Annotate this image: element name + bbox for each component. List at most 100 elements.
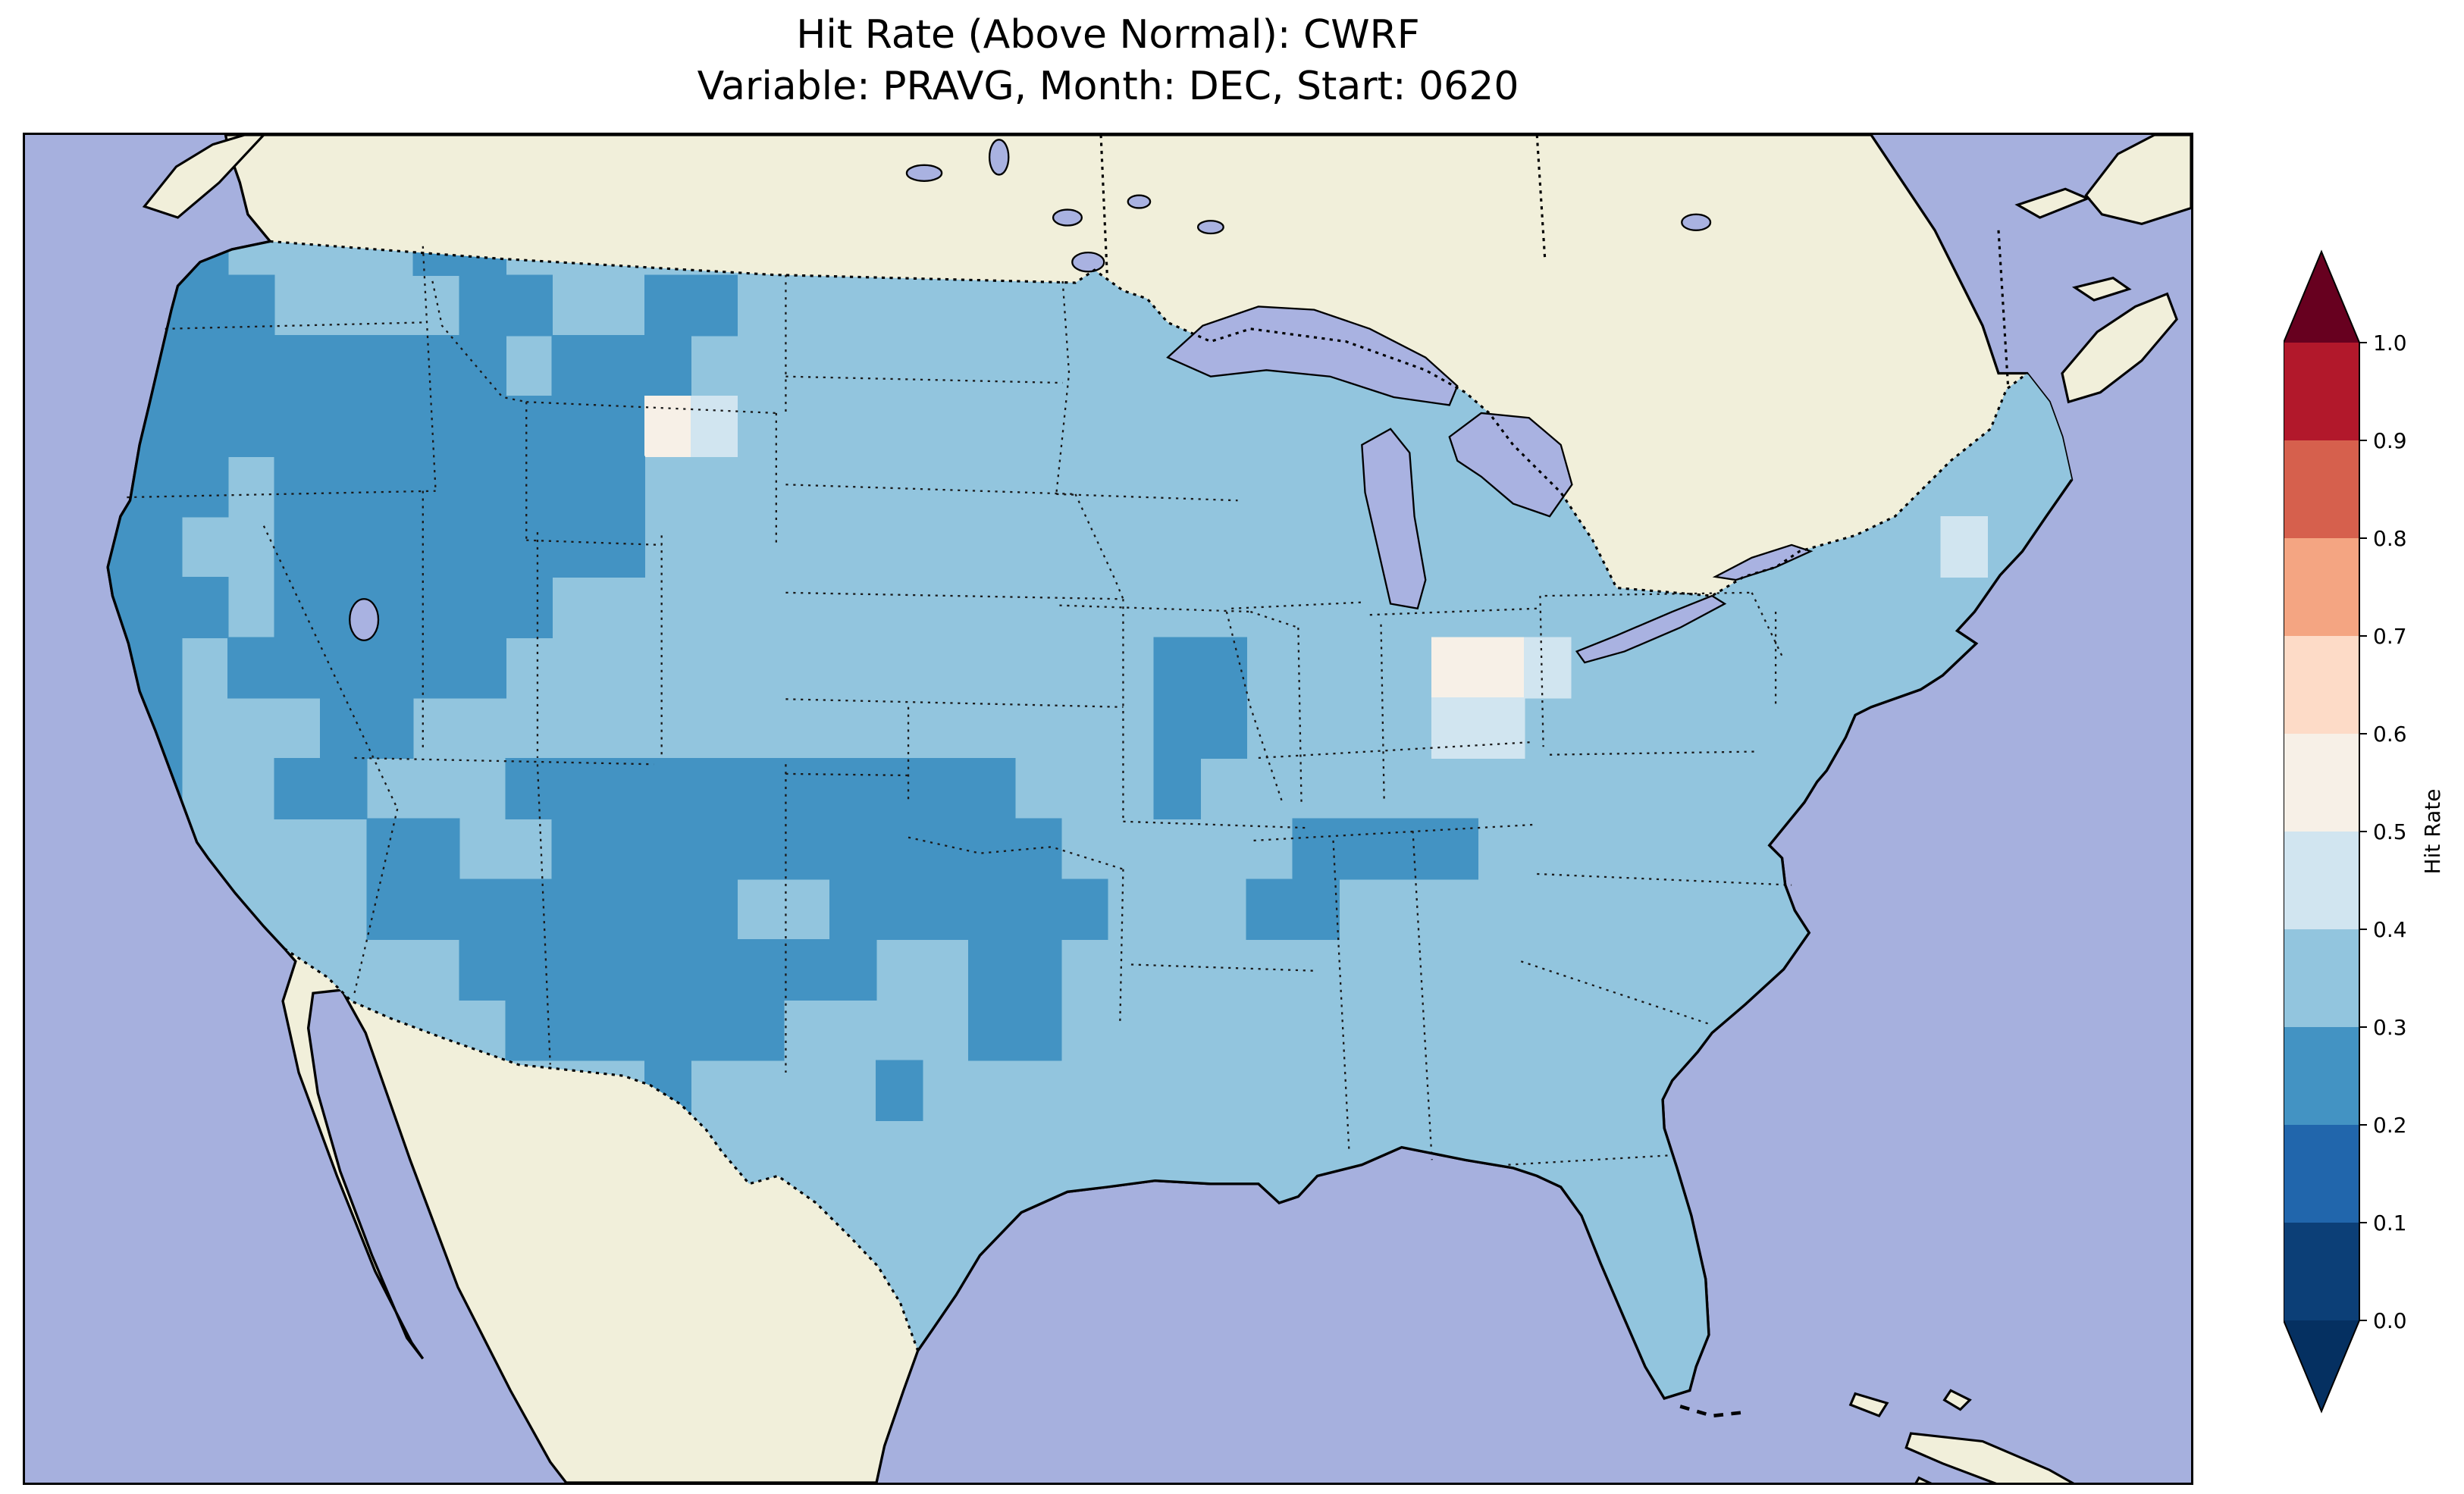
grid-cell — [922, 818, 970, 880]
grid-cell — [1199, 697, 1247, 760]
grid-cell — [412, 576, 460, 638]
grid-cell — [505, 999, 553, 1061]
grid-cell — [274, 335, 321, 397]
grid-cell — [1014, 999, 1062, 1061]
grid-cell — [505, 757, 553, 819]
grid-cell — [597, 456, 646, 518]
grid-cell — [459, 395, 506, 457]
grid-cell — [459, 938, 506, 1001]
grid-cell — [366, 818, 414, 880]
grid-cell — [597, 516, 646, 578]
grid-cell — [1153, 757, 1201, 819]
grid-cell — [181, 395, 229, 457]
colorbar-tick-label: 0.5 — [2373, 819, 2407, 844]
grid-cell — [459, 879, 506, 941]
grid-cell — [876, 1060, 923, 1122]
newfoundland-island — [2084, 135, 2191, 226]
grid-cell — [412, 879, 460, 941]
grid-cell — [644, 879, 692, 941]
colorbar-segment — [2284, 832, 2359, 929]
colorbar-tick-label: 0.8 — [2373, 526, 2407, 551]
grid-cell — [181, 274, 229, 337]
canadian-lake — [905, 164, 943, 182]
grid-cell — [876, 757, 923, 819]
grid-cell — [736, 999, 785, 1061]
grid-cell — [366, 879, 414, 941]
state-borders — [127, 246, 1792, 1166]
grid-cell — [412, 335, 460, 397]
andros-island — [1914, 1476, 1933, 1483]
grid-cell — [505, 516, 553, 578]
grid-cell — [320, 637, 368, 699]
grid-cell — [644, 938, 692, 1001]
grid-cell — [505, 938, 553, 1001]
grid-cell — [274, 516, 321, 578]
grid-cell — [551, 516, 599, 578]
grid-cell — [1014, 818, 1062, 880]
grid-cell — [459, 576, 506, 638]
islands-group — [142, 135, 2191, 1483]
canadian-lake — [988, 139, 1010, 176]
lake-erie — [1575, 594, 1727, 664]
grid-cell — [922, 757, 970, 819]
grid-cell — [968, 757, 1016, 819]
colorbar-tick-label: 0.7 — [2373, 624, 2407, 649]
grid-cell — [644, 818, 692, 880]
figure-title: Hit Rate (Above Normal): CWRF Variable: … — [23, 9, 2193, 112]
grid-cell — [366, 395, 414, 457]
grid-cell — [1338, 818, 1387, 880]
grid-cell — [320, 335, 368, 397]
colorbar-segment — [2284, 929, 2359, 1027]
grid-cell — [227, 395, 275, 457]
grid-cell — [551, 938, 599, 1001]
grid-cell — [597, 818, 646, 880]
grid-cell — [551, 757, 599, 819]
colorbar-tick-label: 0.2 — [2373, 1113, 2407, 1138]
grid-cell — [736, 818, 785, 880]
cuba — [1904, 1432, 2075, 1483]
great-salt-lake — [349, 598, 380, 641]
grid-cell — [968, 818, 1016, 880]
lake-superior — [1166, 305, 1459, 406]
grid-cell — [829, 879, 877, 941]
grid-cell — [412, 516, 460, 578]
colorbar-segment — [2284, 343, 2359, 440]
grid-cell — [1431, 637, 1479, 699]
grid-cell — [829, 757, 877, 819]
colorbar-axis-label: Hit Rate — [2420, 789, 2445, 875]
grid-cell — [505, 274, 553, 337]
country-borders — [270, 135, 2028, 1351]
grid-cell — [412, 456, 460, 518]
grid-cell — [181, 456, 229, 518]
grid-cell — [644, 395, 692, 457]
anticosti-island — [2014, 187, 2091, 219]
grid-cell — [320, 516, 368, 578]
canadian-lake — [1196, 220, 1224, 235]
grid-cell — [366, 335, 414, 397]
grid-cell — [551, 395, 599, 457]
colorbar-tick-label: 0.6 — [2373, 722, 2407, 747]
grid-cell — [412, 395, 460, 457]
grid-cell — [829, 818, 877, 880]
colorbar-tick-label: 0.1 — [2373, 1211, 2407, 1236]
grid-cell — [505, 456, 553, 518]
grid-cell — [551, 818, 599, 880]
colorbar-segment — [2284, 1027, 2359, 1125]
grid-cell — [783, 938, 831, 1001]
grid-cell — [644, 274, 692, 337]
grid-cell — [783, 818, 831, 880]
grid-cell — [320, 395, 368, 457]
grid-cell — [1061, 879, 1108, 941]
colorbar-tick-label: 0.3 — [2373, 1015, 2407, 1040]
bahamas-island — [1848, 1392, 1889, 1417]
grid-cell — [644, 999, 692, 1061]
colorbar-tick-label: 0.4 — [2373, 917, 2407, 942]
colorbar: 1.0 0.9 0.8 0.7 0.6 0.5 0.4 0.3 0.2 0.1 0.0 Hit Ra… — [2284, 247, 2462, 1445]
grid-cell — [135, 637, 183, 699]
grid-cell — [366, 637, 414, 699]
colorbar-svg: 1.0 0.9 0.8 0.7 0.6 0.5 0.4 0.3 0.2 0.1 0.0 Hit Ra… — [2284, 249, 2445, 1414]
grid-cell — [135, 576, 183, 638]
grid-cell — [736, 938, 785, 1001]
grid-cell — [1014, 938, 1062, 1001]
grid-cell — [736, 757, 785, 819]
